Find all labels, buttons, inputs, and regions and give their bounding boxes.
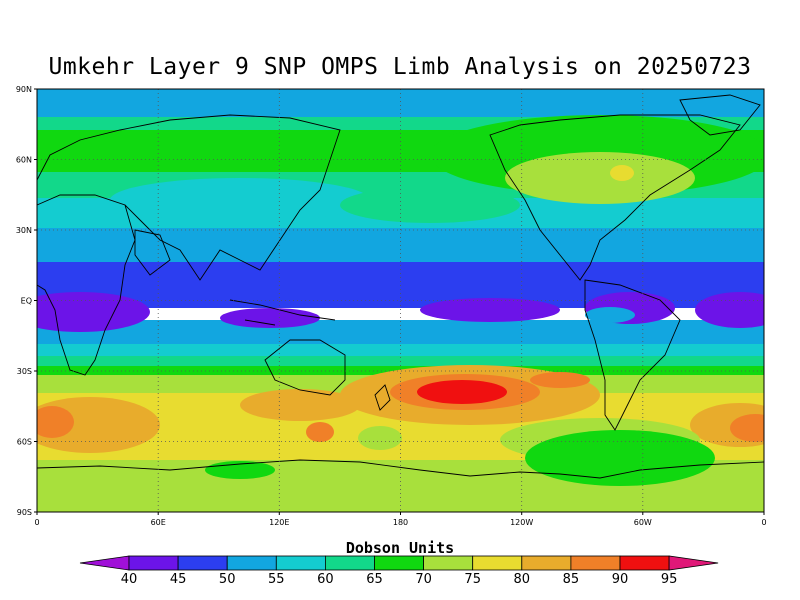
lon-label-60w: 60W [634,518,652,527]
colorbar-label-50: 50 [219,572,236,587]
colorbar-swatch-5 [374,555,424,571]
tick-marks [34,88,765,515]
lat-label-60n: 60N [16,156,32,165]
coast-australia [264,339,346,396]
colorbar-swatch-8 [521,555,572,571]
blob-namerica-light [505,152,695,204]
colorbar-label-60: 60 [317,572,334,587]
colorbar-swatch-4 [324,555,375,571]
colorbar-label-40: 40 [121,572,138,587]
lon-label-0-east: 0 [761,518,766,527]
colorbar: 40 45 50 55 60 65 70 75 80 85 90 95 [79,555,719,587]
colorbar-label-75: 75 [464,572,481,587]
lat-label-eq: EQ [21,297,32,306]
colorbar-swatch-7 [472,555,523,571]
lat-label-30s: 30S [17,367,32,376]
lon-label-60e: 60E [151,518,166,527]
lon-label-180: 180 [393,518,408,527]
coast-newzealand [374,384,391,411]
blob-east-orange [730,414,764,442]
colorbar-label-85: 85 [563,572,580,587]
lon-labels: 0 60E 120E 180 120W 60W 0 [34,518,766,527]
blob-southern-orange [240,389,360,421]
coast-indonesia [229,299,336,326]
coastlines [36,94,765,479]
blob-chile-orange [530,372,590,388]
colorbar-label-65: 65 [366,572,383,587]
colorbar-arrow-high [668,555,719,571]
colorbar-swatch-3 [275,555,326,571]
colorbar-swatch-2 [226,555,277,571]
coast-africa [36,194,136,376]
blob-pacific-purple [420,298,560,322]
colorbar-title: Dobson Units [346,539,454,557]
colorbar-label-90: 90 [612,572,629,587]
coast-samerica [584,279,681,431]
lon-label-0: 0 [34,518,39,527]
colorbar-swatch-6 [423,555,474,571]
colorbar-label-70: 70 [415,572,432,587]
blob-namerica-yellow [610,165,634,181]
coast-arabia [134,229,171,276]
lon-label-120e: 120E [269,518,289,527]
blob-australia-orange [306,422,334,442]
lat-label-60s: 60S [17,438,32,447]
colorbar-label-95: 95 [661,572,678,587]
colorbar-swatch-0 [128,555,179,571]
lon-label-120w: 120W [510,518,533,527]
lat-label-30n: 30N [16,226,32,235]
blob-satlantic-orange [37,406,74,438]
coast-greenland [679,94,761,136]
map-title: Umkehr Layer 9 SNP OMPS Limb Analysis on… [48,54,752,80]
colorbar-label-55: 55 [268,572,285,587]
colorbar-arrow-low [79,555,130,571]
lat-label-90s: 90S [17,508,32,517]
lat-labels: 90N 60N 30N EQ 30S 60S 90S [16,85,32,517]
blob-south-light [358,426,402,450]
blob-samerica-cyan [585,307,635,323]
blob-asia-teal [110,178,370,222]
coast-europe-asia [36,114,341,281]
colorbar-label-80: 80 [514,572,531,587]
blob-spacific-red [417,380,507,404]
colorbar-swatch-9 [570,555,621,571]
grid-lines [37,89,764,512]
coast-antarctica [36,459,765,479]
colorbar-label-45: 45 [170,572,187,587]
colorbar-swatch-10 [619,555,670,571]
coast-namerica [489,114,741,281]
blob-drake-green [525,430,715,486]
lat-label-90n: 90N [16,85,32,94]
blob-indian-purple [220,308,320,328]
blob-pacific-teal [340,187,520,223]
blob-africa-purple [37,292,150,332]
colorbar-swatch-1 [177,555,228,571]
blob-atlantic-purple [695,292,764,328]
